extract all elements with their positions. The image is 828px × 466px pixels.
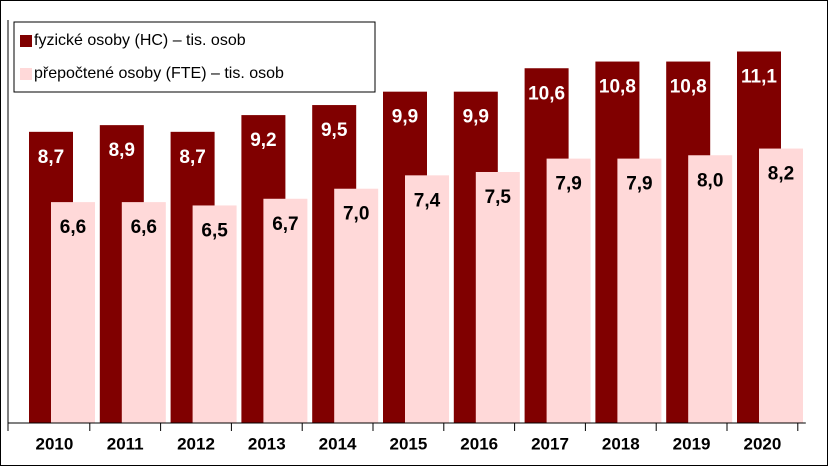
x-tick-label: 2016 — [460, 434, 498, 453]
legend-swatch — [20, 68, 32, 80]
bar — [334, 188, 379, 423]
data-label: 11,1 — [741, 67, 777, 88]
data-label: 8,2 — [768, 164, 794, 185]
x-tick-label: 2014 — [319, 434, 357, 453]
bar — [263, 198, 308, 423]
data-label: 10,6 — [528, 83, 565, 104]
x-tick-label: 2018 — [602, 434, 640, 453]
bar — [617, 158, 662, 423]
data-label: 10,8 — [599, 77, 636, 98]
data-label: 8,7 — [38, 147, 64, 168]
x-tick-label: 2019 — [673, 434, 711, 453]
data-label: 7,4 — [414, 190, 441, 211]
legend-label: přepočtené osoby (FTE) – tis. osob — [34, 65, 284, 82]
x-tick-label: 2015 — [389, 434, 427, 453]
data-label: 7,0 — [343, 204, 369, 225]
data-label: 6,7 — [272, 214, 298, 235]
data-label: 6,6 — [60, 217, 86, 238]
bar — [759, 148, 803, 423]
data-label: 6,5 — [201, 220, 228, 241]
bar — [192, 205, 237, 423]
bar — [475, 171, 520, 423]
data-label: 9,5 — [321, 120, 348, 141]
x-tick-label: 2020 — [743, 434, 781, 453]
legend-swatch — [20, 35, 32, 47]
bar — [51, 202, 95, 423]
x-tick-label: 2011 — [107, 434, 144, 453]
data-label: 10,8 — [670, 77, 707, 98]
x-tick-label: 2010 — [35, 434, 73, 453]
bar — [121, 202, 166, 423]
data-label: 9,9 — [392, 107, 418, 128]
legend — [13, 21, 376, 93]
data-label: 6,6 — [131, 217, 157, 238]
x-tick-label: 2012 — [177, 434, 215, 453]
bar — [688, 155, 733, 424]
data-label: 7,9 — [555, 174, 581, 195]
data-label: 9,2 — [250, 130, 276, 151]
x-tick-label: 2017 — [531, 434, 569, 453]
data-label: 8,0 — [697, 170, 723, 191]
data-label: 8,7 — [179, 147, 205, 168]
legend-label: fyzické osoby (HC) – tis. osob — [34, 32, 246, 49]
bar — [405, 175, 449, 423]
data-label: 7,9 — [626, 174, 652, 195]
data-label: 8,9 — [109, 140, 135, 161]
x-tick-label: 2013 — [248, 434, 286, 453]
data-label: 9,9 — [463, 107, 489, 128]
data-label: 7,5 — [485, 187, 512, 208]
bar — [546, 158, 591, 423]
